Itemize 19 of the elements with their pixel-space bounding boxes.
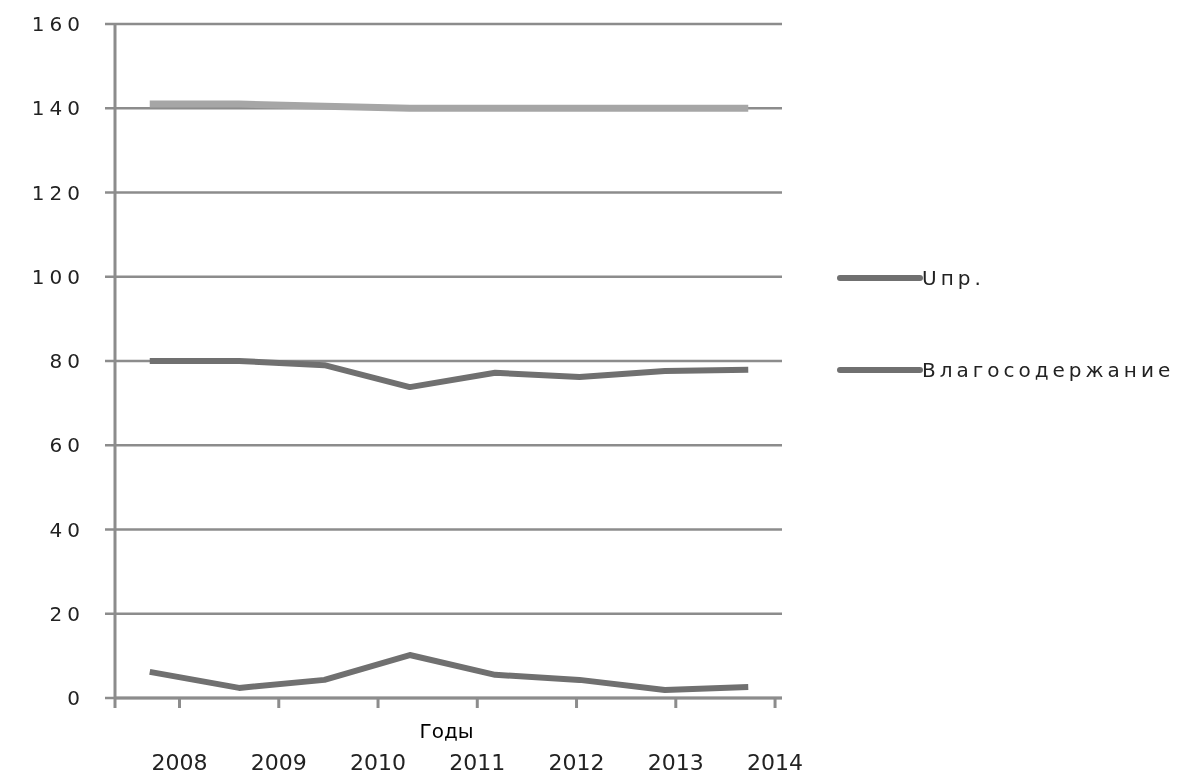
y-tick-label: 80 bbox=[49, 349, 85, 373]
legend-label: Влагосодержание bbox=[922, 358, 1175, 382]
x-tick-label: 2012 bbox=[548, 750, 605, 775]
y-tick-label: 100 bbox=[31, 264, 85, 289]
y-tick-label: 20 bbox=[49, 601, 85, 626]
x-tick-label: 2011 bbox=[449, 750, 506, 775]
y-tick-label: 120 bbox=[31, 180, 85, 205]
x-tick-label: 2013 bbox=[647, 750, 704, 775]
y-tick-label: 140 bbox=[31, 96, 85, 121]
x-tick-label: 2010 bbox=[350, 750, 407, 775]
x-tick-label: 2014 bbox=[747, 750, 804, 775]
y-tick-label: 0 bbox=[67, 686, 85, 710]
x-tick-label: 2009 bbox=[250, 750, 307, 775]
x-tick-label: 2008 bbox=[151, 750, 208, 775]
x-axis-title: Годы bbox=[419, 719, 474, 743]
y-tick-label: 60 bbox=[49, 433, 85, 458]
y-tick-label: 160 bbox=[31, 12, 85, 36]
y-tick-label: 40 bbox=[49, 517, 85, 542]
legend-label: Uпр. bbox=[922, 266, 985, 290]
